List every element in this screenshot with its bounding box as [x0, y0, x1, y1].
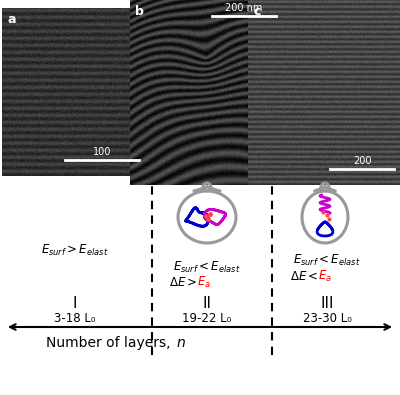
- Text: 200 nm: 200 nm: [225, 3, 263, 13]
- Text: 3-18 L₀: 3-18 L₀: [54, 312, 96, 325]
- Text: II: II: [202, 295, 212, 310]
- Text: $E_{surf} < E_{elast}$: $E_{surf} < E_{elast}$: [293, 252, 361, 267]
- Text: a: a: [7, 13, 16, 26]
- Text: $n$: $n$: [176, 336, 186, 350]
- Text: $E_a$: $E_a$: [197, 275, 211, 290]
- Text: III: III: [320, 295, 334, 310]
- Text: 100: 100: [93, 147, 111, 157]
- Text: I: I: [73, 295, 77, 310]
- Text: c: c: [253, 5, 260, 18]
- Text: $\Delta E < $: $\Delta E < $: [290, 269, 318, 282]
- Text: 200: 200: [353, 156, 371, 166]
- Text: $E_{surf} > E_{elast}$: $E_{surf} > E_{elast}$: [41, 243, 109, 258]
- Text: 19-22 L₀: 19-22 L₀: [182, 312, 232, 325]
- Text: 23-30 L₀: 23-30 L₀: [302, 312, 352, 325]
- Text: $E_{surf} < E_{elast}$: $E_{surf} < E_{elast}$: [173, 260, 241, 275]
- Text: $\Delta E > $: $\Delta E > $: [169, 275, 197, 288]
- Text: Number of layers,: Number of layers,: [46, 336, 175, 350]
- Text: b: b: [135, 5, 144, 18]
- Text: $E_a$: $E_a$: [318, 269, 332, 284]
